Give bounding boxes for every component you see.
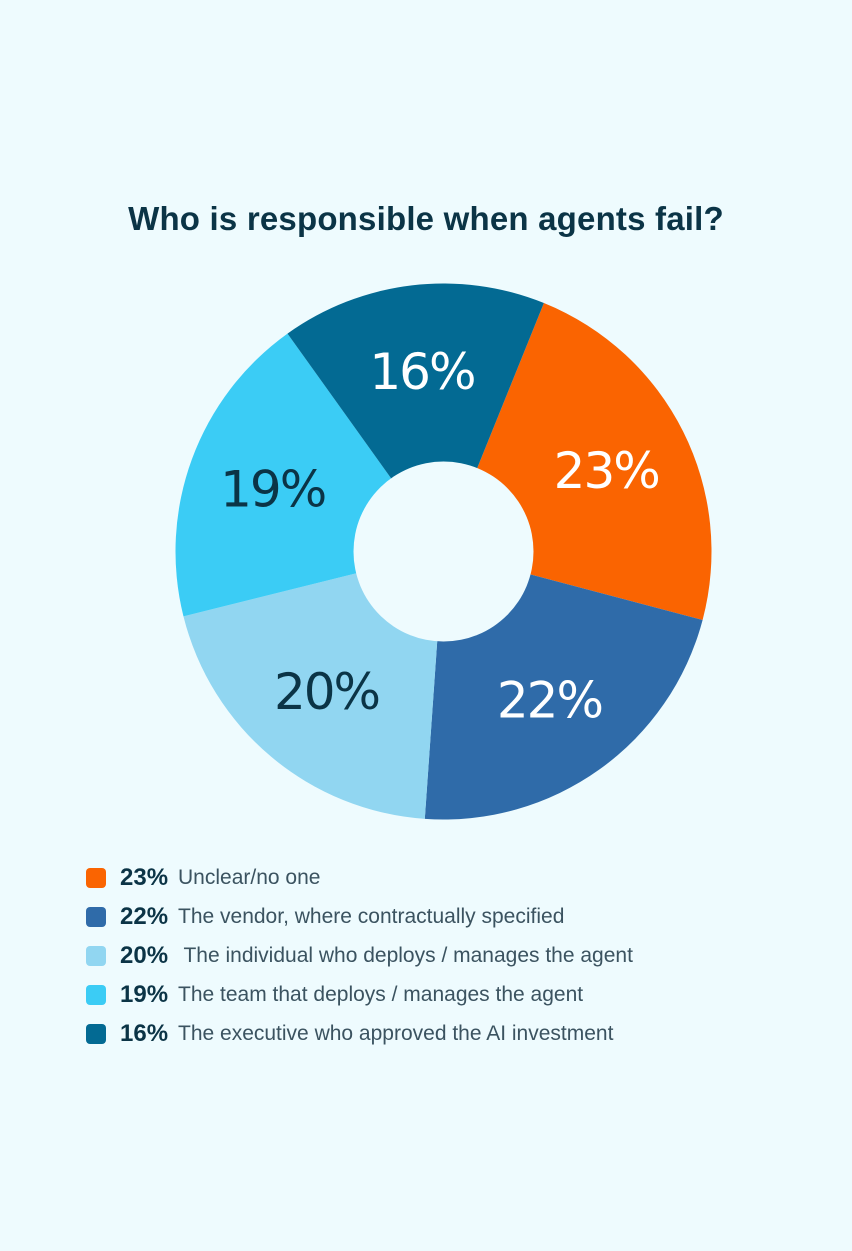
legend-item: 23% Unclear/no one (86, 858, 633, 897)
slice-label: 19% (220, 461, 325, 519)
legend-swatch-icon (86, 984, 106, 1005)
legend-label: The vendor, where contractually specifie… (178, 904, 565, 928)
donut-hole (353, 461, 534, 642)
legend-label: Unclear/no one (178, 865, 321, 889)
legend-percent: 19% (120, 980, 169, 1008)
legend-label: The executive who approved the AI invest… (178, 1021, 614, 1045)
legend-swatch-icon (86, 867, 106, 888)
legend-percent: 23% (120, 863, 169, 891)
legend-percent: 16% (120, 1019, 169, 1047)
legend-item: 20% The individual who deploys / manages… (86, 936, 633, 975)
slice-label: 16% (369, 343, 474, 401)
legend-percent: 22% (120, 902, 169, 930)
slice-labels: 23% 22% 20% 19% 16% (220, 343, 661, 730)
legend-item: 22% The vendor, where contractually spec… (86, 897, 633, 936)
legend-swatch-icon (86, 945, 106, 966)
donut-slices (175, 283, 712, 820)
legend-label: The team that deploys / manages the agen… (178, 982, 584, 1006)
legend-item: 19% The team that deploys / manages the … (86, 975, 633, 1014)
legend-percent: 20% (120, 941, 169, 969)
legend-label: The individual who deploys / manages the… (178, 943, 633, 967)
legend-swatch-icon (86, 1023, 106, 1044)
pie-slice (287, 283, 544, 552)
pie-slice (183, 551, 444, 819)
legend: 23% Unclear/no one 22% The vendor, where… (86, 858, 633, 1053)
legend-item: 16% The executive who approved the AI in… (86, 1014, 633, 1053)
slice-label: 22% (497, 671, 602, 729)
slice-label: 23% (554, 442, 659, 500)
chart-title: Who is responsible when agents fail? (128, 200, 724, 237)
slice-label: 20% (274, 663, 379, 721)
legend-swatch-icon (86, 906, 106, 927)
